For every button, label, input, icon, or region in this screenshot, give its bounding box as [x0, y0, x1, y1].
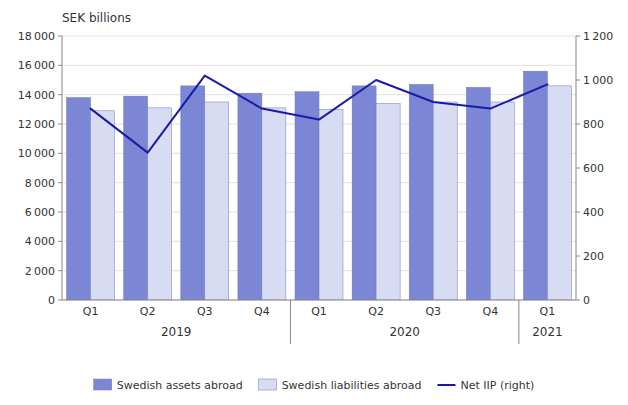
- marks: [67, 71, 572, 300]
- tick-mark: [576, 300, 580, 301]
- bar: [181, 86, 205, 300]
- bar: [490, 102, 514, 300]
- y-tick-label: 0: [48, 294, 55, 307]
- legend-label: Net IIP (right): [460, 379, 534, 392]
- bar: [205, 102, 229, 300]
- grid-line: [62, 65, 576, 66]
- y2-tick-label: 600: [583, 162, 604, 175]
- bar: [238, 93, 262, 300]
- tick-mark: [58, 212, 62, 213]
- bar: [295, 92, 319, 300]
- tick-mark: [58, 65, 62, 66]
- y2-tick-label: 800: [583, 118, 604, 131]
- y-tick-label: 6 000: [25, 206, 55, 219]
- y2-tick-label: 400: [583, 206, 604, 219]
- tick-mark: [576, 256, 580, 257]
- legend-item: Swedish assets abroad: [94, 379, 243, 392]
- bar: [91, 111, 115, 300]
- line: [91, 76, 548, 153]
- bar: [376, 103, 400, 300]
- tick-mark: [576, 36, 580, 37]
- bar: [547, 86, 571, 300]
- y-tick-label: 14 000: [18, 89, 55, 102]
- y2-axis: [576, 36, 577, 300]
- x-tick-label: Q4: [482, 305, 498, 318]
- tick-mark: [58, 300, 62, 301]
- bar: [409, 84, 433, 300]
- tick-mark: [576, 124, 580, 125]
- legend-swatch: [259, 379, 277, 390]
- y-tick-label: 8 000: [25, 177, 55, 190]
- year-label: 2019: [161, 325, 192, 339]
- legend-item: Net IIP (right): [437, 379, 534, 392]
- x-tick-label: Q1: [540, 305, 556, 318]
- legend-label: Swedish liabilities abroad: [282, 379, 422, 392]
- year-separator: [290, 300, 291, 344]
- tick-mark: [58, 182, 62, 183]
- tick-mark: [58, 124, 62, 125]
- grid-line: [62, 36, 576, 37]
- y-tick-label: 16 000: [18, 59, 55, 72]
- x-tick-label: Q2: [368, 305, 384, 318]
- legend: Swedish assets abroad Swedish liabilities…: [94, 379, 535, 392]
- legend-label: Swedish assets abroad: [117, 379, 243, 392]
- y2-tick-label: 1 000: [583, 74, 613, 87]
- legend-swatch: [94, 379, 112, 390]
- tick-mark: [58, 153, 62, 154]
- y2-tick-label: 0: [583, 294, 590, 307]
- year-label: 2021: [532, 325, 563, 339]
- y-tick-label: 2 000: [25, 265, 55, 278]
- grid-line: [62, 300, 576, 301]
- tick-mark: [58, 241, 62, 242]
- bar: [352, 86, 376, 300]
- y2-tick-label: 200: [583, 250, 604, 263]
- x-tick-label: Q4: [254, 305, 270, 318]
- x-tick-label: Q3: [425, 305, 441, 318]
- y-axis: [62, 36, 63, 300]
- bar: [262, 108, 286, 300]
- x-tick-label: Q1: [83, 305, 99, 318]
- bar: [67, 98, 91, 300]
- bar: [124, 96, 148, 300]
- legend-swatch: [437, 384, 455, 386]
- tick-mark: [576, 168, 580, 169]
- chart: SEK billions 0 2 000 4 000 6 000 8 000 10 000 1…: [0, 0, 628, 405]
- tick-mark: [58, 36, 62, 37]
- x-tick-label: Q2: [140, 305, 156, 318]
- bar: [466, 87, 490, 300]
- x-tick-label: Q1: [311, 305, 327, 318]
- bar: [319, 109, 343, 300]
- tick-mark: [58, 270, 62, 271]
- legend-item: Swedish liabilities abroad: [259, 379, 422, 392]
- y-tick-label: 10 000: [18, 147, 55, 160]
- y2-tick-label: 1 200: [583, 30, 613, 43]
- grid: [62, 36, 576, 300]
- bar: [523, 71, 547, 300]
- x-tick-label: Q3: [197, 305, 213, 318]
- title: SEK billions: [62, 11, 131, 25]
- bar: [433, 102, 457, 300]
- year-label: 2020: [389, 325, 420, 339]
- year-separator: [518, 300, 519, 344]
- tick-mark: [576, 212, 580, 213]
- tick-mark: [58, 94, 62, 95]
- y-tick-label: 18 000: [18, 30, 55, 43]
- x-axis: [62, 300, 576, 301]
- y-tick-label: 12 000: [18, 118, 55, 131]
- tick-mark: [576, 80, 580, 81]
- y-tick-label: 4 000: [25, 235, 55, 248]
